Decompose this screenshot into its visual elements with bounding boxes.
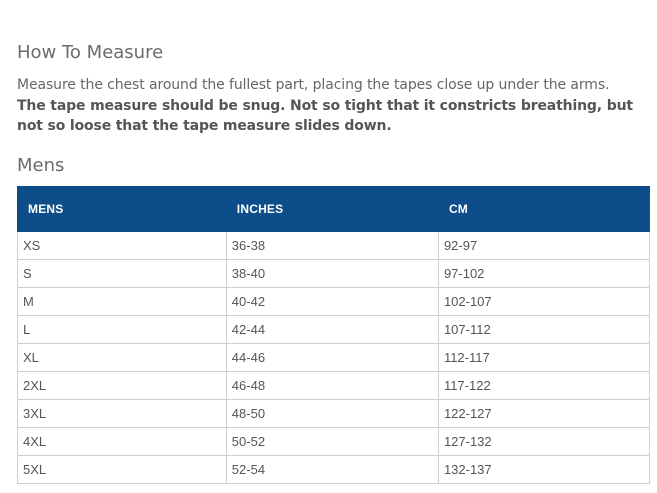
cm-cell: 97-102 xyxy=(437,259,651,288)
size-cell: XS xyxy=(17,231,227,260)
header-cell-mens: MENS xyxy=(17,186,227,232)
size-cell: M xyxy=(17,287,227,316)
inches-cell: 48-50 xyxy=(225,399,439,428)
size-cell: 3XL xyxy=(17,399,227,428)
table-row: M 40-42 102-107 xyxy=(17,287,651,316)
inches-cell: 52-54 xyxy=(225,455,439,484)
mens-size-table: MENS INCHES CM XS 36-38 92-97 S 38-40 97… xyxy=(17,186,651,484)
inches-cell: 38-40 xyxy=(225,259,439,288)
header-cell-inches: INCHES xyxy=(225,186,439,232)
size-cell: L xyxy=(17,315,227,344)
size-cell: S xyxy=(17,259,227,288)
table-row: 3XL 48-50 122-127 xyxy=(17,399,651,428)
inches-cell: 46-48 xyxy=(225,371,439,400)
size-cell: XL xyxy=(17,343,227,372)
cm-cell: 132-137 xyxy=(437,455,651,484)
inches-cell: 44-46 xyxy=(225,343,439,372)
table-row: L 42-44 107-112 xyxy=(17,315,651,344)
measure-emphasis-text: The tape measure should be snug. Not so … xyxy=(17,97,633,135)
table-row: 4XL 50-52 127-132 xyxy=(17,427,651,456)
measure-instructions: Measure the chest around the fullest par… xyxy=(17,75,657,137)
inches-cell: 36-38 xyxy=(225,231,439,260)
cm-cell: 102-107 xyxy=(437,287,651,316)
table-header: MENS INCHES CM xyxy=(17,186,651,232)
how-to-measure-heading: How To Measure xyxy=(17,42,164,63)
cm-cell: 122-127 xyxy=(437,399,651,428)
measure-instruction-text: Measure the chest around the fullest par… xyxy=(17,77,610,93)
inches-cell: 42-44 xyxy=(225,315,439,344)
size-cell: 5XL xyxy=(17,455,227,484)
table-row: 5XL 52-54 132-137 xyxy=(17,455,651,484)
table-body: XS 36-38 92-97 S 38-40 97-102 M 40-42 10… xyxy=(17,231,651,484)
table-row: XL 44-46 112-117 xyxy=(17,343,651,372)
header-cell-cm: CM xyxy=(437,186,651,232)
table-row: S 38-40 97-102 xyxy=(17,259,651,288)
mens-heading: Mens xyxy=(17,155,65,176)
inches-cell: 40-42 xyxy=(225,287,439,316)
cm-cell: 107-112 xyxy=(437,315,651,344)
cm-cell: 92-97 xyxy=(437,231,651,260)
table-row: XS 36-38 92-97 xyxy=(17,231,651,260)
cm-cell: 112-117 xyxy=(437,343,651,372)
cm-cell: 117-122 xyxy=(437,371,651,400)
inches-cell: 50-52 xyxy=(225,427,439,456)
cm-cell: 127-132 xyxy=(437,427,651,456)
size-cell: 2XL xyxy=(17,371,227,400)
header-row: MENS INCHES CM xyxy=(17,186,651,232)
size-cell: 4XL xyxy=(17,427,227,456)
table-row: 2XL 46-48 117-122 xyxy=(17,371,651,400)
